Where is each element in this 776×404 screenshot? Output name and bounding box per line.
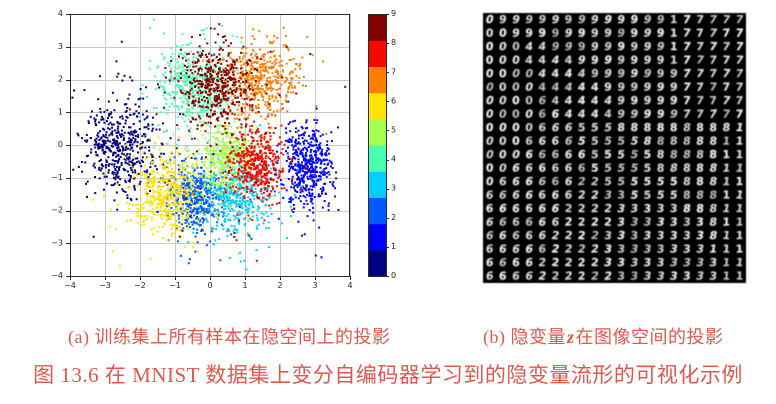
digit-grid-canvas xyxy=(483,13,746,283)
subcaption-a: (a) 训练集上所有样本在隐空间上的投影 xyxy=(68,327,391,347)
subcaption-b-suffix: 在图像空间的投影 xyxy=(575,327,724,347)
digit-manifold-figure xyxy=(483,13,746,283)
scatter-plot-canvas xyxy=(0,0,430,300)
figure-title: 图 13.6 在 MNIST 数据集上变分自编码器学习到的隐变量流形的可视化示例 xyxy=(33,363,743,387)
subcaption-b: (b) 隐变量z在图像空间的投影 xyxy=(483,323,724,349)
subcaption-b-prefix: (b) 隐变量 xyxy=(483,327,566,347)
latent-variable-symbol: z xyxy=(567,327,575,347)
latent-space-scatter-figure xyxy=(0,0,430,300)
